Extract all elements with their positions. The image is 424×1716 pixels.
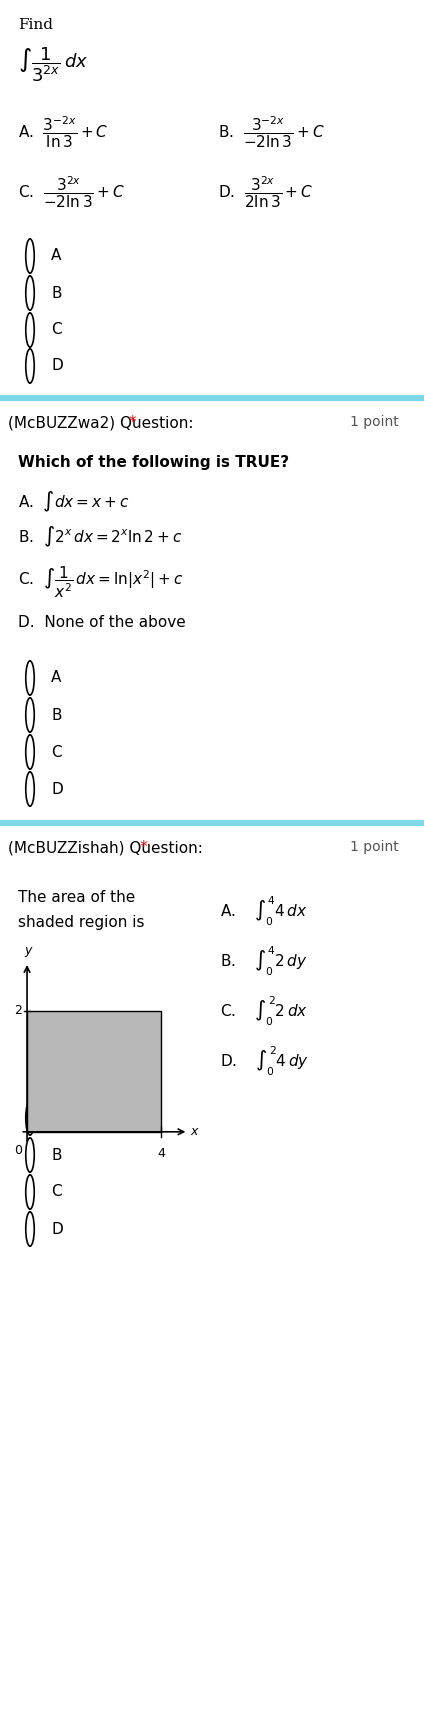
Text: D: D xyxy=(51,781,63,796)
Text: A.  $\dfrac{3^{-2x}}{\ln 3}+C$: A. $\dfrac{3^{-2x}}{\ln 3}+C$ xyxy=(18,115,109,151)
Text: Which of the following is TRUE?: Which of the following is TRUE? xyxy=(18,455,289,470)
Text: C.  $\int \dfrac{1}{x^2}\,dx = \ln|x^2|+c$: C. $\int \dfrac{1}{x^2}\,dx = \ln|x^2|+c… xyxy=(18,565,183,601)
Text: 4: 4 xyxy=(157,1146,165,1160)
Text: C: C xyxy=(51,745,62,760)
Text: D: D xyxy=(51,1222,63,1237)
Text: C.    $\int_0^2 2\,dx$: C. $\int_0^2 2\,dx$ xyxy=(220,995,308,1028)
Text: B.  $\int 2^x\,dx = 2^x \ln 2+c$: B. $\int 2^x\,dx = 2^x \ln 2+c$ xyxy=(18,525,182,549)
Text: A: A xyxy=(51,249,61,264)
Text: *: * xyxy=(140,841,148,855)
Text: D.  $\dfrac{3^{2x}}{2\ln 3}+C$: D. $\dfrac{3^{2x}}{2\ln 3}+C$ xyxy=(218,175,313,211)
Text: B.    $\int_0^4 2\,dy$: B. $\int_0^4 2\,dy$ xyxy=(220,946,308,978)
Text: D.  None of the above: D. None of the above xyxy=(18,614,186,630)
Text: $x$: $x$ xyxy=(190,1126,200,1138)
Text: $\int \dfrac{1}{3^{2x}}\,dx$: $\int \dfrac{1}{3^{2x}}\,dx$ xyxy=(18,45,88,84)
Text: (McBUZZwa2) Question:: (McBUZZwa2) Question: xyxy=(8,415,198,431)
Text: A: A xyxy=(51,1110,61,1126)
Text: B: B xyxy=(51,1148,62,1162)
Text: The area of the
shaded region is: The area of the shaded region is xyxy=(18,891,145,930)
Text: B: B xyxy=(51,285,62,300)
Text: 0: 0 xyxy=(14,1145,22,1157)
Text: 1 point: 1 point xyxy=(350,415,399,429)
FancyBboxPatch shape xyxy=(0,395,424,402)
FancyBboxPatch shape xyxy=(0,820,424,825)
Text: A.    $\int_0^4 4\,dx$: A. $\int_0^4 4\,dx$ xyxy=(220,896,308,928)
Text: B.  $\dfrac{3^{-2x}}{-2\ln 3}+C$: B. $\dfrac{3^{-2x}}{-2\ln 3}+C$ xyxy=(218,115,325,151)
Text: C: C xyxy=(51,1184,62,1199)
Text: C: C xyxy=(51,323,62,338)
Text: (McBUZZishah) Question:: (McBUZZishah) Question: xyxy=(8,841,208,855)
Text: C.  $\dfrac{3^{2x}}{-2\ln 3}+C$: C. $\dfrac{3^{2x}}{-2\ln 3}+C$ xyxy=(18,175,125,211)
Text: $y$: $y$ xyxy=(24,946,33,959)
Text: *: * xyxy=(129,415,137,431)
Text: 1 point: 1 point xyxy=(350,841,399,855)
Text: Find: Find xyxy=(18,17,53,33)
Bar xyxy=(27,1011,162,1133)
Text: A.  $\int dx = x+c$: A. $\int dx = x+c$ xyxy=(18,491,130,515)
Text: B: B xyxy=(51,707,62,722)
Text: D: D xyxy=(51,359,63,374)
Text: A: A xyxy=(51,671,61,685)
Text: D.    $\int_0^2 4\,dy$: D. $\int_0^2 4\,dy$ xyxy=(220,1045,309,1078)
Text: 2: 2 xyxy=(14,1004,22,1018)
